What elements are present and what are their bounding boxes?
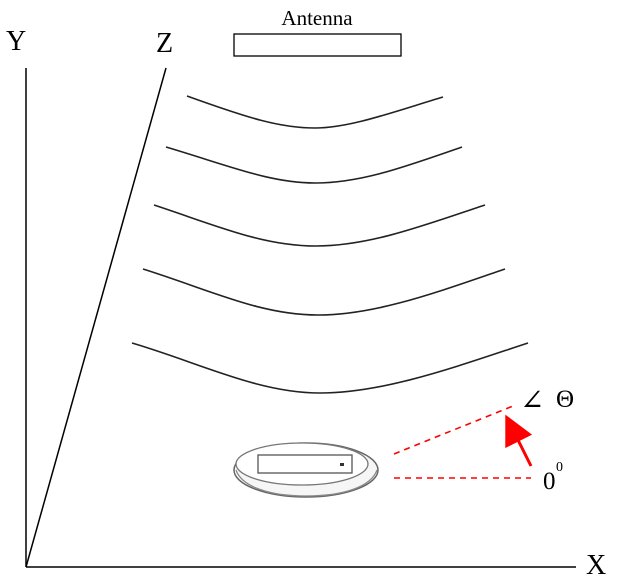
z-axis-label: Z bbox=[156, 28, 173, 59]
rotation-arrow bbox=[505, 414, 533, 467]
antenna-rectangle bbox=[233, 33, 402, 57]
z-axis-line bbox=[25, 67, 167, 568]
theta-label: Θ bbox=[556, 386, 574, 413]
wavefront-4 bbox=[142, 268, 506, 316]
wavefront-2 bbox=[165, 146, 463, 184]
tag-chip-marker bbox=[340, 463, 344, 466]
tilted-guide-line bbox=[393, 405, 514, 455]
radiation-wavefronts bbox=[131, 95, 529, 394]
zero-degree-superscript: 0 bbox=[556, 460, 563, 475]
wavefront-1 bbox=[186, 95, 444, 129]
tag-chip bbox=[257, 454, 353, 474]
angle-guides: ∠ Θ 0 0 bbox=[393, 385, 574, 495]
wavefront-5 bbox=[131, 342, 529, 394]
antenna-label: Antenna bbox=[281, 6, 353, 30]
axes: Y Z X bbox=[6, 26, 606, 581]
angle-symbol: ∠ bbox=[520, 385, 544, 417]
rfid-tag bbox=[233, 442, 379, 498]
zero-degree-label: 0 bbox=[543, 468, 556, 495]
y-axis-label: Y bbox=[6, 26, 26, 57]
wavefront-3 bbox=[153, 204, 486, 247]
tag-rim-shadow bbox=[235, 469, 378, 497]
x-axis-label: X bbox=[586, 550, 606, 578]
antenna: Antenna bbox=[233, 6, 402, 57]
